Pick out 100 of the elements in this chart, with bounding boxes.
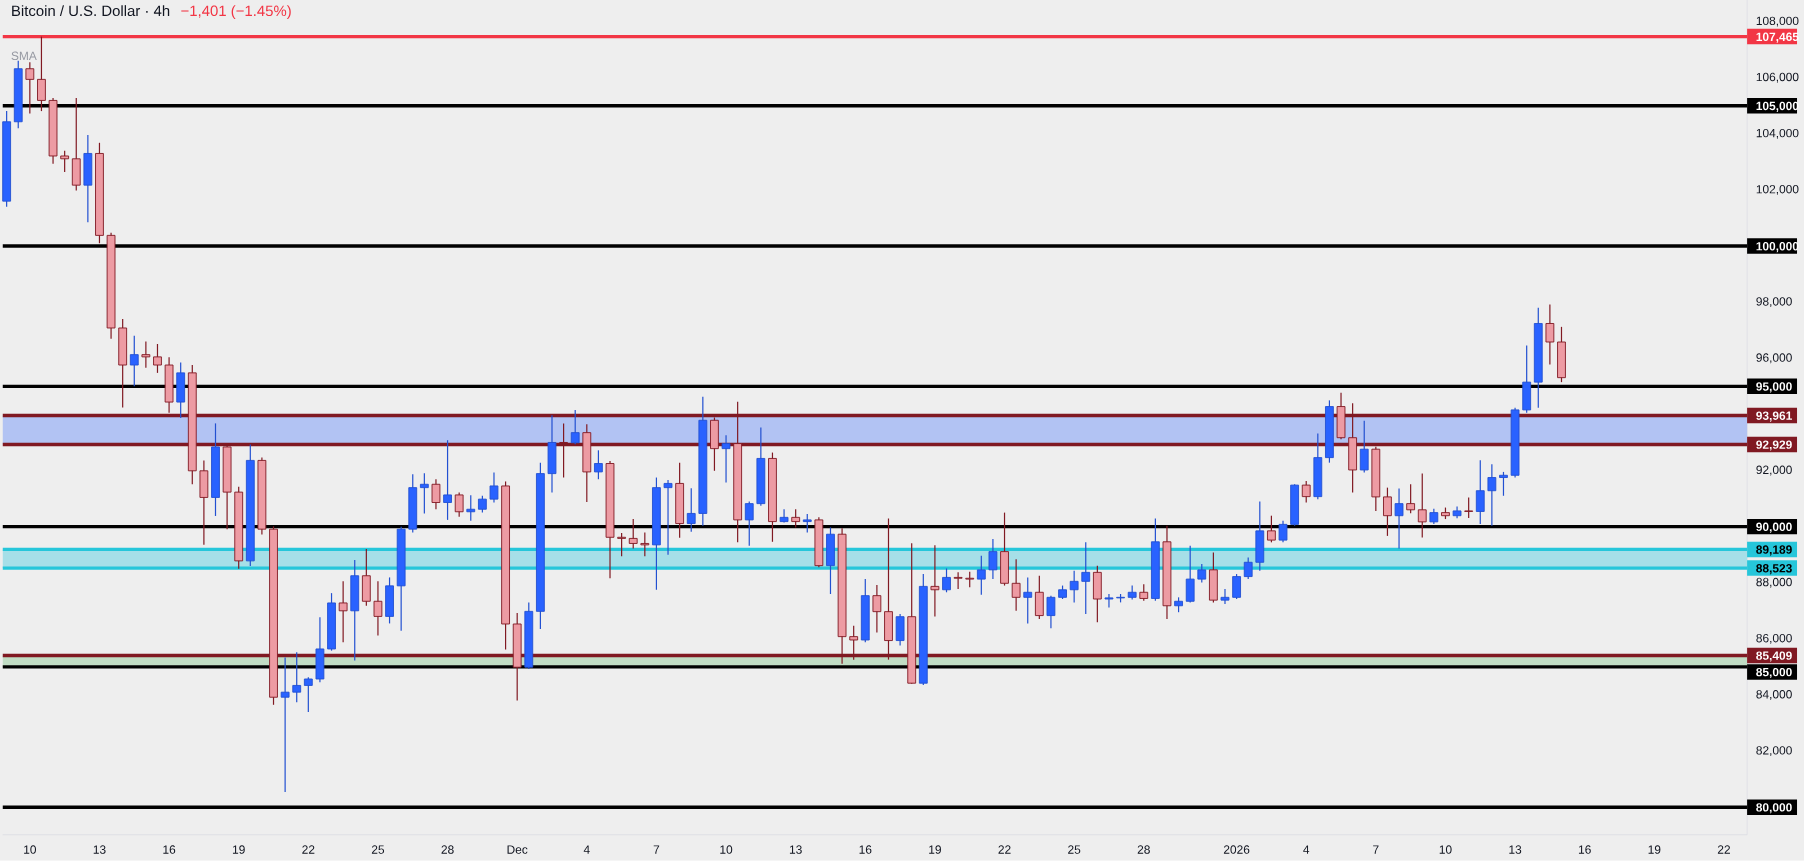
candlestick [303,676,313,713]
candlestick [1464,497,1474,519]
candlestick [988,538,998,580]
candlestick [791,508,801,529]
ref-line-label: 89,189 [1756,545,1792,556]
candlestick [1545,303,1555,366]
candlestick [1406,483,1416,514]
ref-line-label: 85,409 [1756,651,1792,662]
x-tick-label: 28 [1137,845,1150,854]
candlestick [25,61,35,115]
candlestick [1197,563,1207,584]
candlestick [628,518,638,550]
candlestick [663,479,673,556]
candlestick [419,472,429,515]
candlestick [443,439,452,521]
x-tick-label: 22 [302,845,315,854]
x-tick-label: 22 [1717,845,1730,854]
candlestick [60,150,70,173]
candlestick [1243,557,1253,580]
candlestick [37,36,46,112]
candlestick [686,487,696,533]
candlestick [1081,541,1091,615]
candlestick [1034,575,1044,620]
candlestick [779,508,789,524]
y-tick-label: 102,000 [1756,185,1799,196]
x-tick-label: 16 [163,845,176,854]
candlestick [930,544,940,618]
candlestick [431,478,441,510]
candlestick [466,494,476,522]
candlestick [338,580,348,643]
candlestick [1301,480,1311,504]
ref-line-label: 80,000 [1756,803,1792,814]
candlestick [872,584,882,634]
y-tick-label: 84,000 [1756,690,1792,701]
x-tick-label: 16 [1578,845,1591,854]
candlestick [570,409,580,445]
candlestick [802,513,812,534]
candlestick [1023,576,1033,625]
candlestick [976,555,986,596]
y-tick-label: 104,000 [1756,129,1799,139]
ref-line-label: 92,929 [1756,440,1792,451]
candlestick [744,500,754,547]
candlestick [489,472,499,504]
candlestick [942,567,951,594]
candlestick [721,434,731,484]
x-tick-label: 25 [1068,845,1081,854]
ref-line-label: 95,000 [1756,382,1792,393]
ref-line-label: 88,523 [1756,564,1792,575]
x-tick-label: 13 [1509,845,1522,854]
candlestick [640,532,650,558]
x-tick-label: 4 [1303,845,1310,854]
x-tick-label: 7 [653,845,660,854]
candlestick [953,571,963,590]
x-tick-label: 10 [720,845,733,854]
y-tick-label: 108,000 [1756,16,1799,27]
candlestick [1487,463,1497,527]
ref-line-label: 93,961 [1756,411,1792,422]
x-tick-label: 13 [93,845,106,854]
candlestick [1278,520,1288,544]
candlestick [1185,545,1195,604]
x-tick-label: 7 [1373,845,1379,854]
candlestick [454,491,464,518]
candlestick [1267,515,1276,544]
y-tick-label: 92,000 [1756,465,1792,476]
y-tick-label: 82,000 [1756,746,1792,757]
x-tick-label: 16 [859,845,872,854]
x-tick-label: 13 [789,845,802,854]
x-tick-label: 4 [583,845,590,854]
x-tick-label: 19 [1648,845,1661,854]
x-tick-label: 25 [371,845,385,854]
candlestick [1220,588,1230,605]
candlestick [1046,595,1056,629]
y-tick-label: 106,000 [1756,72,1799,83]
y-tick-label: 86,000 [1756,634,1792,644]
candlestick [1359,420,1369,474]
candlestick [594,449,603,480]
x-tick-label: 19 [232,845,245,854]
candlestick [895,613,905,647]
ref-line-label: 90,000 [1756,522,1792,533]
candlestick [1475,459,1485,525]
candlestick [292,651,302,704]
annotation: SMA [11,51,37,61]
candlestick [280,656,290,793]
candlestick [1232,573,1241,600]
candlestick [1417,473,1427,539]
x-tick-label: 10 [1439,845,1452,854]
candlestick [129,335,139,388]
candlestick [617,532,627,558]
candlestick [153,343,162,374]
chart-subtitle: −1,401 (−1.45%) [181,5,291,20]
candlestick [1104,593,1114,609]
x-tick-label: Dec [507,845,528,854]
candlestick [141,341,151,369]
candlestick [1394,488,1404,550]
candlestick [1499,471,1508,497]
candlestick [1069,570,1079,604]
x-tick-label: 10 [24,845,37,854]
candlestick [373,580,383,637]
y-tick-label: 88,000 [1756,577,1792,588]
chart-title: Bitcoin / U.S. Dollar · 4h [12,5,170,17]
